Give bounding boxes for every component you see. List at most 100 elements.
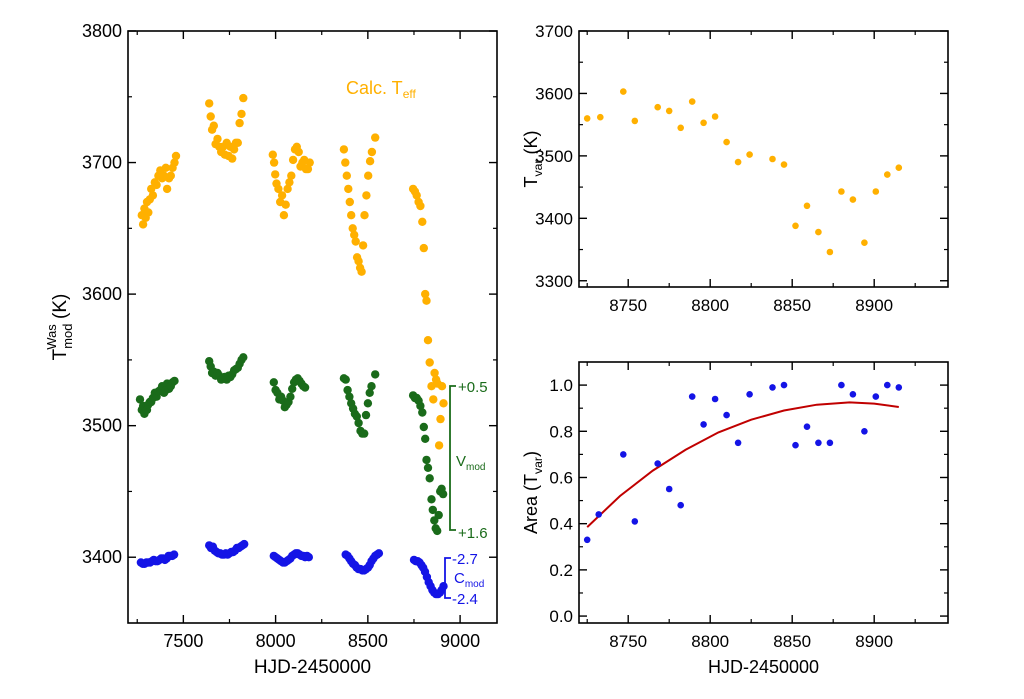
y-axis-label-subscript: var [531,457,545,474]
data-point-teff [170,158,179,167]
y-axis-label-main: T [50,348,71,360]
data-point-area [665,485,673,493]
y-tick-label: 0.0 [549,607,573,626]
data-point-teff [341,158,350,167]
data-point-cmod [169,550,179,559]
y-tick-label: 3300 [535,272,573,291]
data-point-vmod [354,418,363,428]
y-tick-label: 3700 [535,22,573,41]
data-point-teff [367,147,377,157]
data-point-teff [233,138,242,147]
data-point-area [711,395,719,403]
data-point-tvar [826,248,834,256]
data-point-vmod [365,388,374,397]
y-tick-label: 3800 [82,21,122,41]
data-point-teff [342,171,351,180]
data-point-teff [213,134,222,144]
data-point-teff [294,147,303,157]
data-point-tvar [631,117,639,125]
data-point-teff [206,112,215,121]
data-point-vmod [361,410,371,420]
y-axis-label: TmodWas (K) [44,294,75,361]
data-point-teff [419,243,428,253]
x-tick-label: 8900 [855,296,893,315]
data-point-vmod [135,395,145,404]
y-tick-label: 1.0 [549,376,573,395]
data-point-teff [268,150,277,159]
data-point-tvar [838,188,845,195]
data-point-teff [425,358,434,367]
x-axis-label: HJD-2450000 [708,657,819,677]
cmod-label-subscript: mod [465,579,484,590]
plot-frame [127,30,498,624]
data-point-tvar [654,103,661,111]
data-point-area [872,393,880,400]
data-point-teff [423,336,433,345]
data-point-teff [422,296,431,305]
data-point-tvar [746,151,753,158]
data-point-teff [351,237,360,246]
y-axis-label: Tvar (K) [521,131,545,188]
series-vmod [135,353,448,536]
data-point-vmod [269,378,278,387]
data-point-teff [347,211,356,220]
x-tick-label: 8850 [773,296,811,315]
data-point-cmod [240,539,249,549]
data-point-vmod [428,505,437,515]
data-point-teff [152,180,161,190]
data-point-teff [279,211,289,220]
data-point-teff [209,121,218,130]
cmod-bottom-label: -2.4 [452,591,478,608]
data-point-teff [288,155,298,165]
data-point-teff [205,99,214,108]
data-point-area [826,439,834,447]
data-point-area [620,451,627,458]
vmod-bracket [449,385,456,531]
y-tick-label: 0.8 [549,422,573,441]
data-point-area [803,423,811,431]
data-point-vmod [438,489,448,499]
data-point-teff [365,157,375,166]
data-point-teff [358,241,368,250]
data-point-teff [269,158,279,167]
data-point-teff [437,382,447,391]
data-point-teff [439,399,448,408]
data-point-teff [430,368,439,378]
y-tick-label: 3500 [535,147,573,166]
data-point-teff [362,191,371,200]
data-point-teff [287,171,296,180]
data-point-vmod [433,526,442,536]
data-point-vmod [170,376,179,386]
data-point-vmod [425,474,434,483]
data-point-vmod [421,434,430,443]
data-point-tvar [677,124,684,132]
y-tick-label: 3400 [535,209,573,228]
plot-frame [578,361,949,624]
data-point-teff [144,208,153,217]
data-point-teff [285,178,294,187]
data-point-vmod [422,455,431,465]
x-tick-label: 8000 [256,631,296,651]
data-point-area [861,428,868,435]
data-point-teff [360,211,369,220]
data-point-vmod [419,422,428,432]
data-point-area [780,381,788,389]
data-point-area [815,439,822,447]
data-point-tvar [815,228,822,236]
cmod-label: Cmod [454,570,484,590]
data-point-teff [229,145,239,154]
data-point-vmod [288,384,297,393]
y-axis-label-subscript: var [531,160,545,177]
data-point-vmod [416,401,425,411]
data-point-teff [303,164,313,174]
data-point-cmod [439,582,448,591]
data-point-area [723,411,730,419]
calc-teff-text: Calc. T [346,78,403,98]
vmod-top-label: +0.5 [458,379,488,396]
y-axis-label-subscript: mod [60,324,75,349]
data-point-teff [364,171,373,180]
data-point-vmod [363,399,373,408]
data-point-area [631,518,639,525]
data-point-teff [416,201,425,211]
